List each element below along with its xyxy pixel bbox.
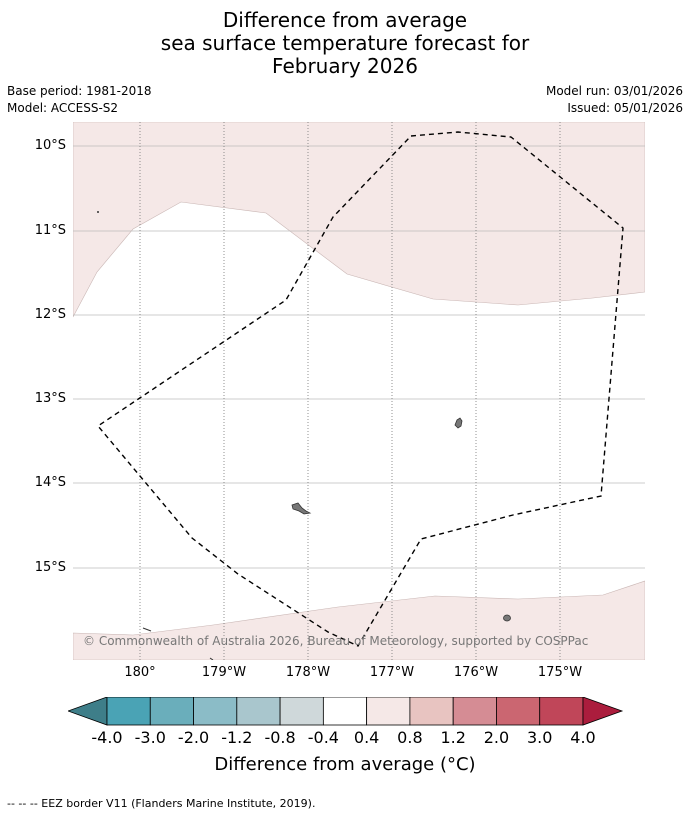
colorbar-extend-high — [582, 697, 624, 726]
colorbar-cell — [539, 697, 584, 726]
issued-date: Issued: 05/01/2026 — [567, 101, 683, 115]
title-line-1: Difference from average — [222, 8, 468, 32]
model-name: Model: ACCESS-S2 — [7, 101, 119, 115]
copyright-text: © Commonwealth of Australia 2026, Bureau… — [83, 634, 588, 648]
base-period: Base period: 1981-2018 — [7, 84, 152, 98]
colorbar-cell — [106, 697, 151, 726]
colorbar-tick-label: -4.0 — [91, 728, 123, 747]
lon-label-180: 180° — [124, 665, 156, 680]
colorbar-cell — [236, 697, 281, 726]
colorbar-tick-label: -1.2 — [221, 728, 253, 747]
lat-label-10s: 10°S — [34, 138, 66, 153]
colorbar-tick-label: -2.0 — [177, 728, 210, 747]
lon-label-179w: 179°W — [201, 665, 247, 680]
colorbar-cell — [409, 697, 454, 726]
colorbar-cell — [452, 697, 497, 726]
lon-label-176w: 176°W — [453, 665, 499, 680]
colorbar-tick-label: -3.0 — [134, 728, 166, 747]
eez-footer-note: -- -- -- EEZ border V11 (Flanders Marine… — [7, 797, 316, 810]
colorbar-tick-label: 4.0 — [570, 728, 596, 747]
colorbar-cell — [496, 697, 541, 726]
colorbar-tick-label: 1.2 — [440, 728, 466, 747]
island-central-west — [291, 502, 312, 515]
island-southwest-edge — [142, 627, 152, 632]
colorbar-label: Difference from average (°C) — [214, 754, 476, 775]
islet-northwest — [97, 211, 99, 213]
colorbar-cell — [149, 697, 194, 726]
warm-anomaly-north — [73, 122, 645, 318]
colorbar-tick-label: -0.8 — [264, 728, 296, 747]
colorbar-tick-label: 3.0 — [526, 728, 553, 747]
lon-label-177w: 177°W — [369, 665, 415, 680]
title-line-2: sea surface temperature forecast for — [160, 31, 530, 55]
lat-label-15s: 15°S — [34, 560, 66, 575]
eez-border — [96, 131, 624, 647]
title-line-3: February 2026 — [272, 54, 418, 78]
lat-label-14s: 14°S — [34, 475, 66, 490]
colorbar-cell — [193, 697, 238, 726]
island-bottom-edge — [209, 657, 214, 660]
colorbar-cell — [322, 697, 368, 726]
warm-anomaly-south — [73, 580, 645, 660]
lat-label-11s: 11°S — [34, 223, 66, 238]
lon-label-175w: 175°W — [537, 665, 583, 680]
sst-anomaly-map: © Commonwealth of Australia 2026, Bureau… — [73, 122, 645, 660]
colorbar-tick-label: 2.0 — [483, 728, 510, 747]
island-northeast — [454, 417, 463, 429]
lat-gridlines — [73, 145, 645, 569]
colorbar-tick-label: 0.4 — [353, 728, 380, 747]
model-run: Model run: 03/01/2026 — [545, 84, 683, 98]
lat-label-13s: 13°S — [34, 391, 66, 406]
colorbar — [68, 697, 624, 726]
island-south — [503, 614, 511, 622]
lat-label-12s: 12°S — [34, 307, 66, 322]
lon-label-178w: 178°W — [285, 665, 331, 680]
colorbar-extend-low — [68, 697, 108, 726]
colorbar-tick-label: -0.4 — [307, 728, 339, 747]
colorbar-tick-label: 0.8 — [397, 728, 423, 747]
colorbar-cell — [279, 697, 324, 726]
colorbar-cell — [366, 697, 411, 726]
